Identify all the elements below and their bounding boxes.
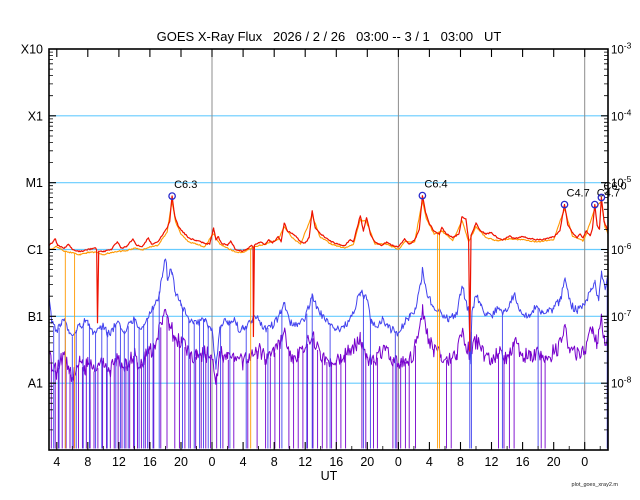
y-axis-right-label: 10-7 bbox=[611, 308, 632, 324]
x-axis-hour-label: 0 bbox=[209, 455, 216, 469]
series-short-wave-a-blue bbox=[49, 258, 608, 370]
flare-label: C4.7 bbox=[597, 188, 620, 200]
series-short-wave-b-purple bbox=[49, 304, 608, 385]
flare-label: C6.0 bbox=[603, 181, 626, 193]
x-axis-hour-label: 4 bbox=[53, 455, 60, 469]
chart-title: GOES X-Ray Flux 2026 / 2 / 26 03:00 -- 3… bbox=[156, 29, 502, 44]
flare-marker bbox=[418, 191, 427, 200]
series-group bbox=[49, 195, 608, 449]
flare-label: C6.3 bbox=[174, 179, 197, 191]
series-long-wave-b-orange bbox=[49, 199, 608, 256]
y-axis-left-label: X10 bbox=[21, 43, 43, 57]
flare-marker bbox=[597, 193, 606, 202]
x-axis-title: UT bbox=[320, 469, 338, 483]
x-axis-hour-label: 4 bbox=[426, 455, 433, 469]
x-axis-hour-label: 16 bbox=[329, 455, 343, 469]
x-axis-hour-label: 20 bbox=[547, 455, 561, 469]
x-axis-hour-label: 0 bbox=[581, 455, 588, 469]
flare-marker bbox=[560, 200, 569, 209]
x-axis-hour-label: 8 bbox=[457, 455, 464, 469]
minor-tick-marks bbox=[49, 51, 608, 450]
script-watermark: plot_goes_xray2.m bbox=[571, 482, 618, 488]
y-axis-right-label: 10-6 bbox=[611, 241, 632, 257]
x-axis-hour-label: 0 bbox=[395, 455, 402, 469]
x-axis-hour-label: 12 bbox=[298, 455, 312, 469]
series-long-wave-a-red bbox=[49, 195, 608, 352]
flare-marker bbox=[590, 200, 599, 209]
x-axis-hour-label: 20 bbox=[174, 455, 188, 469]
flare-label: C4.7 bbox=[567, 188, 590, 200]
x-axis-hour-label: 16 bbox=[516, 455, 530, 469]
x-axis-hour-label: 16 bbox=[143, 455, 157, 469]
x-axis-hour-label: 8 bbox=[271, 455, 278, 469]
x-axis-hour-label: 12 bbox=[112, 455, 126, 469]
y-axis-right-label: 10-4 bbox=[611, 107, 632, 123]
x-axis-hour-label: 12 bbox=[485, 455, 499, 469]
y-axis-left-label: B1 bbox=[28, 310, 43, 324]
flare-marker bbox=[168, 192, 176, 200]
flare-label: C6.4 bbox=[424, 179, 447, 191]
y-axis-left-label: X1 bbox=[28, 109, 43, 123]
x-axis-hour-label: 20 bbox=[360, 455, 374, 469]
y-axis-left-label: M1 bbox=[26, 176, 43, 190]
x-axis-hour-label: 8 bbox=[84, 455, 91, 469]
y-axis-right-label: 10-8 bbox=[611, 375, 632, 391]
major-tick-marks bbox=[49, 49, 608, 450]
x-axis-hour-label: 4 bbox=[240, 455, 247, 469]
y-axis-left-label: C1 bbox=[27, 243, 43, 257]
y-axis-left-label: A1 bbox=[28, 377, 43, 391]
